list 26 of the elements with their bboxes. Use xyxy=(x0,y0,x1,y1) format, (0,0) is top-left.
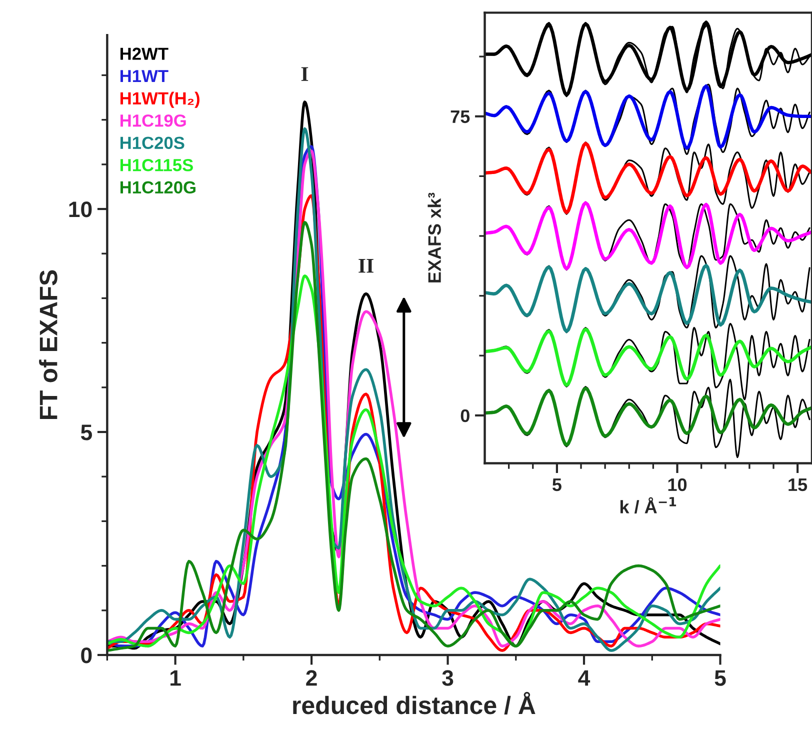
x-tick-label: 2 xyxy=(306,670,317,686)
x-axis-title: reduced distance / Å xyxy=(293,692,536,714)
y-axis-title: EXAFS xk³ xyxy=(428,192,441,282)
x-axis-title: k / Å$^{−1}$ xyxy=(620,497,676,514)
y-tick-label: 75 xyxy=(450,110,470,124)
x-tick-label: 10 xyxy=(668,478,687,492)
y-tick-label: 10 xyxy=(69,202,92,218)
text: H2WT xyxy=(120,48,168,60)
text: H1C19G xyxy=(120,114,186,127)
annotation: II xyxy=(358,258,374,273)
x-tick-label: 5 xyxy=(714,670,726,686)
x-tick-label: 3 xyxy=(442,670,454,686)
text: H1WT xyxy=(120,70,168,82)
text: H1C120G xyxy=(120,181,196,194)
y-tick-label: 0 xyxy=(460,409,470,422)
annotation: I xyxy=(301,67,308,81)
text: H1C115S xyxy=(120,158,193,172)
x-tick-label: 1 xyxy=(170,670,181,686)
x-tick-label: 5 xyxy=(552,478,562,492)
y-tick-label: 5 xyxy=(80,424,92,440)
y-tick-label: 0 xyxy=(81,648,92,664)
y-axis-title: FT of EXAFS xyxy=(39,270,58,420)
text: H1C20S xyxy=(120,136,184,150)
x-tick-label: 4 xyxy=(578,670,590,686)
text: H1WT(H₂) xyxy=(120,92,200,108)
x-tick-label: 15 xyxy=(788,478,808,492)
